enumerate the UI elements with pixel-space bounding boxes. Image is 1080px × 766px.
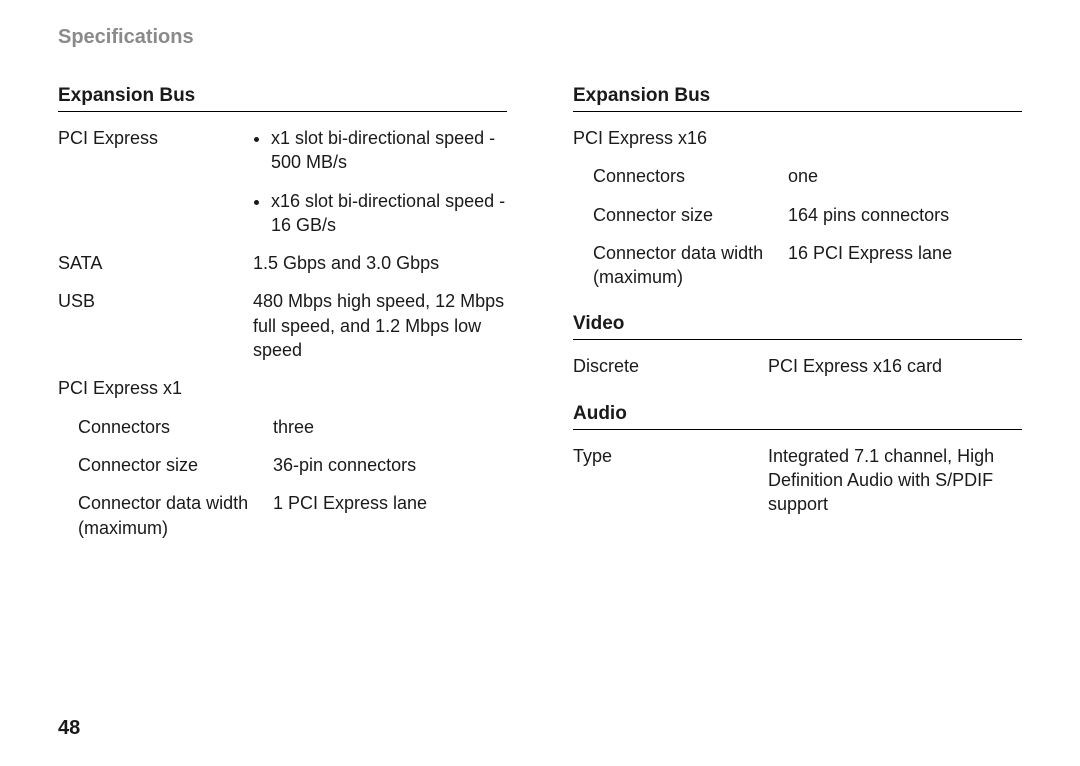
section-title: Expansion Bus: [573, 85, 1022, 112]
row-audio-type: Type Integrated 7.1 channel, High Defini…: [573, 444, 1022, 517]
label: Connector size: [573, 203, 788, 227]
subheader-pci-x16: PCI Express x16: [573, 126, 1022, 150]
row-pcix16-connectors: Connectors one: [573, 164, 1022, 188]
label: PCI Express: [58, 126, 253, 150]
label: Connectors: [573, 164, 788, 188]
label: USB: [58, 289, 253, 313]
value: 164 pins connectors: [788, 203, 1022, 227]
value: 1.5 Gbps and 3.0 Gbps: [253, 251, 507, 275]
section-title: Expansion Bus: [58, 85, 507, 112]
label: Discrete: [573, 354, 768, 378]
value: PCI Express x16 card: [768, 354, 1022, 378]
section-expansion-bus-right: Expansion Bus PCI Express x16 Connectors…: [573, 85, 1022, 289]
row-pcix1-connectors: Connectors three: [58, 415, 507, 439]
value: 480 Mbps high speed, 12 Mbps full speed,…: [253, 289, 507, 362]
value: 36-pin connectors: [273, 453, 507, 477]
page: Specifications Expansion Bus PCI Express…: [0, 0, 1080, 766]
section-video: Video Discrete PCI Express x16 card: [573, 313, 1022, 378]
label: Type: [573, 444, 768, 468]
page-number: 48: [58, 717, 80, 740]
bullet: x1 slot bi-directional speed - 500 MB/s: [271, 126, 507, 175]
label: Connector size: [58, 453, 273, 477]
row-pcix1-connector-size: Connector size 36-pin connectors: [58, 453, 507, 477]
row-sata: SATA 1.5 Gbps and 3.0 Gbps: [58, 251, 507, 275]
value: 1 PCI Express lane: [273, 491, 507, 515]
section-title: Audio: [573, 403, 1022, 430]
row-video-discrete: Discrete PCI Express x16 card: [573, 354, 1022, 378]
section-title: Video: [573, 313, 1022, 340]
row-usb: USB 480 Mbps high speed, 12 Mbps full sp…: [58, 289, 507, 362]
label: Connector data width (maximum): [58, 491, 273, 540]
left-column: Expansion Bus PCI Express x1 slot bi-dir…: [58, 85, 507, 564]
row-pci-express: PCI Express x1 slot bi-directional speed…: [58, 126, 507, 237]
row-pcix16-connector-size: Connector size 164 pins connectors: [573, 203, 1022, 227]
row-pcix1-connector-data: Connector data width (maximum) 1 PCI Exp…: [58, 491, 507, 540]
label: SATA: [58, 251, 253, 275]
section-audio: Audio Type Integrated 7.1 channel, High …: [573, 403, 1022, 517]
value: x1 slot bi-directional speed - 500 MB/s …: [253, 126, 507, 237]
subheader-pci-x1: PCI Express x1: [58, 376, 507, 400]
value: Integrated 7.1 channel, High Definition …: [768, 444, 1022, 517]
section-expansion-bus-left: Expansion Bus PCI Express x1 slot bi-dir…: [58, 85, 507, 540]
value: three: [273, 415, 507, 439]
specifications-heading: Specifications: [58, 26, 1022, 49]
columns: Expansion Bus PCI Express x1 slot bi-dir…: [58, 85, 1022, 564]
label: Connector data width (maximum): [573, 241, 788, 290]
value: one: [788, 164, 1022, 188]
label: Connectors: [58, 415, 273, 439]
right-column: Expansion Bus PCI Express x16 Connectors…: [573, 85, 1022, 564]
row-pcix16-connector-data: Connector data width (maximum) 16 PCI Ex…: [573, 241, 1022, 290]
value: 16 PCI Express lane: [788, 241, 1022, 265]
bullet: x16 slot bi-directional speed - 16 GB/s: [271, 189, 507, 238]
pci-express-bullets: x1 slot bi-directional speed - 500 MB/s …: [253, 126, 507, 237]
